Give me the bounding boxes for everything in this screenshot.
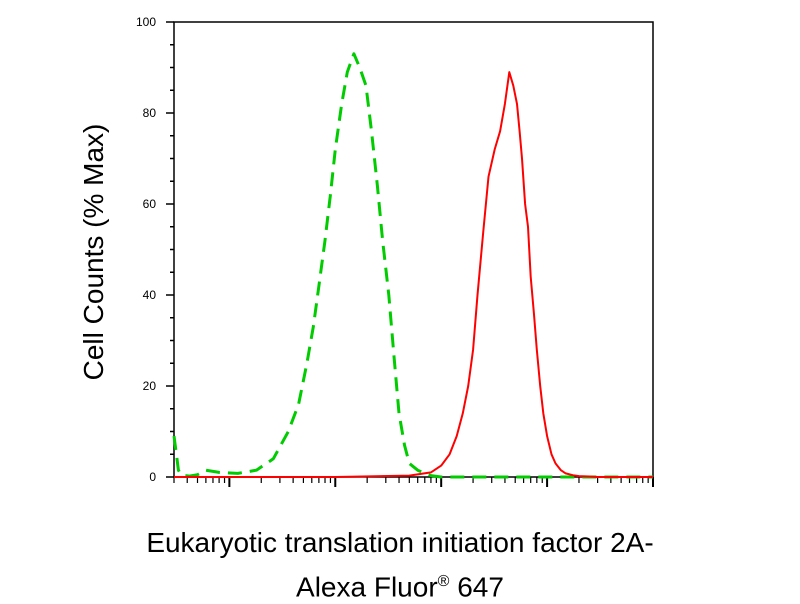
x-axis-title-suffix: 647 <box>449 571 504 603</box>
series-group <box>172 52 653 479</box>
y-axis-title: Cell Counts (% Max) <box>78 124 109 381</box>
registered-mark: ® <box>437 573 450 590</box>
y-tick-label: 80 <box>143 106 157 120</box>
axes <box>173 21 654 478</box>
y-tick-label: 40 <box>143 288 157 302</box>
x-axis-title-line1: Eukaryotic translation initiation factor… <box>146 527 654 558</box>
ticks: 0 20 40 60 80 100 <box>136 15 654 487</box>
y-tick-label: 0 <box>149 470 156 484</box>
x-axis-title-text: Alexa Fluor <box>296 571 438 603</box>
x-axis-title-line2: Alexa Fluor® 647 <box>0 565 800 604</box>
plot-frame <box>173 21 654 478</box>
control-histogram-line <box>172 52 653 479</box>
y-tick-label: 20 <box>143 379 157 393</box>
sample-histogram-line <box>174 71 653 478</box>
y-tick-label: 100 <box>136 15 156 29</box>
y-tick-label: 60 <box>143 197 157 211</box>
